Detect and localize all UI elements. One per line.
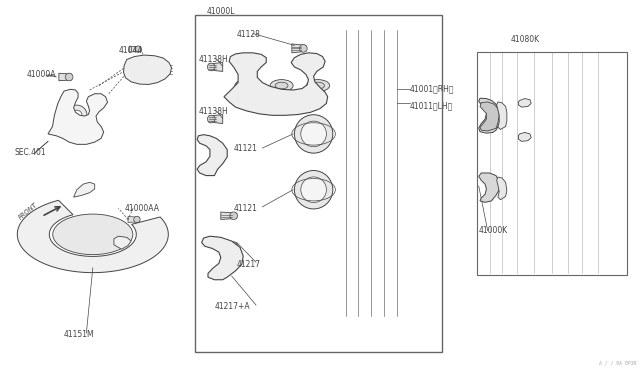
Text: 41121: 41121	[234, 204, 257, 213]
Polygon shape	[114, 236, 131, 249]
Ellipse shape	[235, 80, 258, 92]
Ellipse shape	[270, 80, 293, 92]
Text: 41080K: 41080K	[510, 35, 540, 44]
Ellipse shape	[230, 242, 237, 249]
Text: 41000K: 41000K	[479, 226, 508, 235]
Bar	[195, 15, 442, 352]
Text: 41000L: 41000L	[207, 7, 235, 16]
Ellipse shape	[300, 45, 307, 52]
Polygon shape	[497, 177, 507, 200]
Text: A / / 0A 0P3R: A / / 0A 0P3R	[600, 360, 637, 365]
Ellipse shape	[65, 73, 73, 81]
Text: 41217+A: 41217+A	[214, 302, 250, 311]
Ellipse shape	[312, 82, 324, 89]
Text: 41000AA: 41000AA	[125, 204, 160, 213]
Polygon shape	[221, 242, 237, 249]
Polygon shape	[129, 46, 141, 52]
Polygon shape	[518, 132, 531, 141]
Text: 41151M: 41151M	[64, 330, 95, 339]
Ellipse shape	[294, 170, 333, 209]
Polygon shape	[292, 44, 306, 53]
Polygon shape	[479, 98, 500, 133]
Polygon shape	[209, 115, 223, 124]
Text: 41001〈RH〉: 41001〈RH〉	[410, 85, 454, 94]
Polygon shape	[221, 212, 237, 219]
Ellipse shape	[72, 110, 82, 121]
Polygon shape	[479, 173, 499, 202]
Polygon shape	[59, 73, 72, 81]
Text: 41217: 41217	[237, 260, 261, 269]
Ellipse shape	[134, 216, 140, 223]
Text: FRONT: FRONT	[18, 202, 39, 221]
Text: 41128: 41128	[237, 30, 260, 39]
Ellipse shape	[307, 80, 330, 92]
Text: 41000A: 41000A	[27, 70, 56, 79]
Ellipse shape	[275, 82, 288, 89]
Text: SEC.401: SEC.401	[14, 148, 45, 157]
Polygon shape	[202, 236, 243, 280]
Text: 41044: 41044	[118, 46, 143, 55]
Text: 41011〈LH〉: 41011〈LH〉	[410, 102, 453, 110]
Ellipse shape	[207, 115, 215, 123]
Polygon shape	[124, 55, 172, 84]
Polygon shape	[74, 182, 95, 197]
Ellipse shape	[67, 105, 87, 126]
Ellipse shape	[52, 214, 133, 255]
Polygon shape	[518, 99, 531, 107]
Polygon shape	[48, 89, 108, 144]
Text: 41121: 41121	[234, 144, 257, 153]
Polygon shape	[480, 102, 499, 131]
Polygon shape	[209, 62, 223, 71]
Polygon shape	[17, 200, 168, 273]
Ellipse shape	[139, 65, 158, 75]
Polygon shape	[497, 102, 507, 129]
Ellipse shape	[301, 177, 326, 202]
Ellipse shape	[135, 46, 141, 52]
Text: 41138H: 41138H	[198, 55, 228, 64]
Polygon shape	[224, 53, 328, 115]
Ellipse shape	[294, 115, 333, 153]
Ellipse shape	[240, 82, 253, 89]
Bar	[477, 52, 627, 275]
Ellipse shape	[301, 121, 326, 147]
Ellipse shape	[207, 63, 215, 71]
Polygon shape	[197, 135, 227, 176]
Text: 41138H: 41138H	[198, 107, 228, 116]
Polygon shape	[128, 217, 140, 222]
Ellipse shape	[230, 212, 237, 219]
Ellipse shape	[132, 62, 164, 78]
